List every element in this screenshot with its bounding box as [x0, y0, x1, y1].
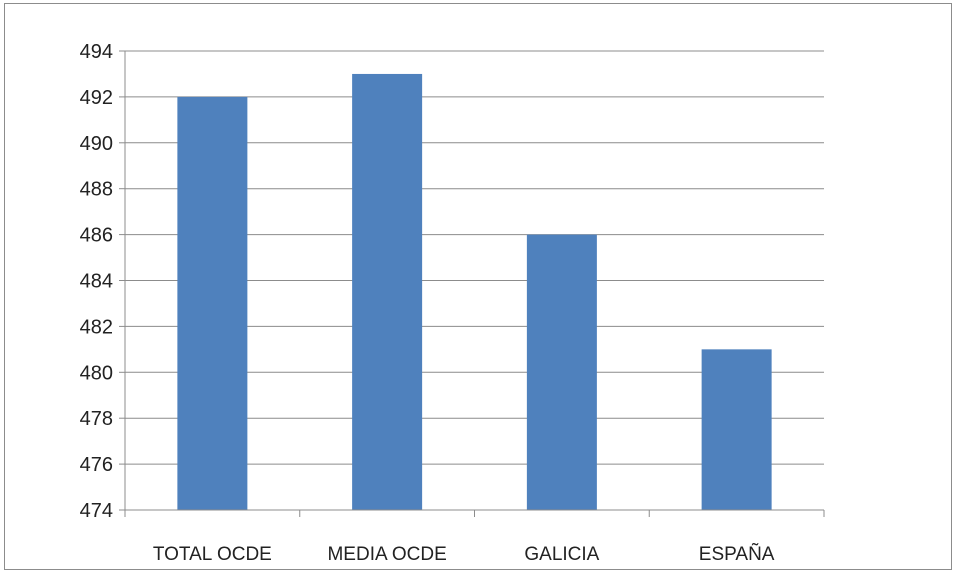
- y-tick-label: 482: [80, 316, 113, 338]
- y-tick-label: 474: [80, 500, 113, 522]
- x-tick-label: TOTAL OCDE: [153, 544, 272, 565]
- bar-total-ocde: [177, 96, 248, 511]
- y-tick-label: 490: [80, 133, 113, 155]
- y-tick-label: 484: [80, 271, 113, 293]
- bar-media-ocde: [352, 73, 423, 510]
- x-tick-label: GALICIA: [524, 544, 599, 565]
- y-tick-labels: 474 476 478 480 482 484 486 488 490 492 494: [80, 41, 125, 522]
- y-tick-label: 494: [80, 41, 113, 63]
- chart-frame: [4, 3, 952, 570]
- bar-españa: [701, 349, 772, 510]
- bar-galicia: [526, 234, 597, 510]
- y-tick-label: 476: [80, 454, 113, 476]
- y-tick-label: 488: [80, 179, 113, 201]
- y-tick-label: 486: [80, 225, 113, 247]
- y-tick-label: 480: [80, 362, 113, 384]
- bars: [177, 73, 772, 511]
- y-tick-label: 478: [80, 408, 113, 430]
- y-tick-label: 492: [80, 87, 113, 109]
- x-tick-label: MEDIA OCDE: [327, 544, 446, 565]
- x-tick-labels: TOTAL OCDE MEDIA OCDE GALICIA ESPAÑA: [153, 543, 775, 565]
- x-tick-label: ESPAÑA: [699, 543, 775, 565]
